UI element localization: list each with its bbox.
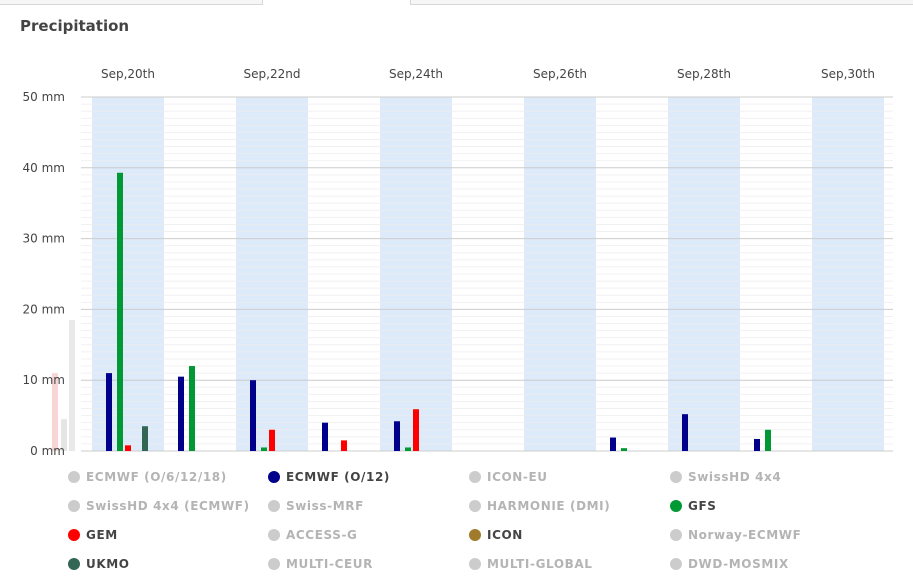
legend-item[interactable]: UKMO bbox=[68, 551, 130, 577]
inactive-series-bar bbox=[61, 419, 67, 451]
bar-gem bbox=[341, 440, 347, 451]
y-axis-labels: 0 mm 10 mm 20 mm 30 mm 40 mm 50 mm bbox=[23, 90, 65, 458]
bar-ecmwf-o-12- bbox=[394, 421, 400, 451]
legend-label: GFS bbox=[688, 499, 717, 513]
bar-gfs bbox=[189, 366, 195, 451]
y-tick-label: 50 mm bbox=[23, 90, 65, 104]
bar-gfs bbox=[117, 172, 123, 452]
bar-gfs bbox=[261, 447, 267, 451]
legend-label: ACCESS-G bbox=[286, 528, 358, 542]
legend-label: ECMWF (O/6/12/18) bbox=[86, 470, 227, 484]
y-tick-label: 30 mm bbox=[23, 232, 65, 246]
legend-item[interactable]: HARMONIE (DMI) bbox=[469, 493, 610, 519]
legend-dot-icon bbox=[670, 529, 682, 541]
legend-label: ECMWF (O/12) bbox=[286, 470, 391, 484]
bar-gem bbox=[269, 429, 275, 451]
inactive-series-bar bbox=[52, 373, 58, 451]
legend-dot-icon bbox=[68, 529, 80, 541]
legend-item[interactable]: ICON-EU bbox=[469, 464, 548, 490]
inactive-series-bar bbox=[69, 320, 75, 451]
y-tick-label: 0 mm bbox=[30, 444, 65, 458]
bar-ecmwf-o-12- bbox=[682, 414, 688, 451]
tab-right[interactable] bbox=[410, 0, 913, 5]
minor-gridlines bbox=[81, 103, 893, 445]
legend-label: Norway-ECMWF bbox=[688, 528, 802, 542]
data-bars bbox=[106, 172, 771, 452]
legend-item[interactable]: ICON bbox=[469, 522, 523, 548]
x-tick-label: Sep,28th bbox=[677, 67, 731, 81]
legend-label: MULTI-CEUR bbox=[286, 557, 373, 571]
y-tick-label: 40 mm bbox=[23, 161, 65, 175]
chart-title: Precipitation bbox=[20, 17, 130, 35]
tab-bar bbox=[0, 0, 913, 6]
tab-left[interactable] bbox=[0, 0, 263, 5]
bar-ecmwf-o-12- bbox=[322, 422, 328, 451]
bar-gem bbox=[125, 445, 131, 451]
legend-item[interactable]: MULTI-CEUR bbox=[268, 551, 373, 577]
bar-gfs bbox=[765, 429, 771, 451]
legend-label: SwissHD 4x4 (ECMWF) bbox=[86, 499, 250, 513]
legend-label: HARMONIE (DMI) bbox=[487, 499, 611, 513]
legend-item[interactable]: ECMWF (O/6/12/18) bbox=[68, 464, 227, 490]
x-tick-label: Sep,20th bbox=[101, 67, 155, 81]
legend-dot-icon bbox=[670, 471, 682, 483]
bar-gem bbox=[413, 409, 419, 451]
bar-ecmwf-o-12- bbox=[250, 380, 256, 451]
x-axis-labels: Sep,20th Sep,22nd Sep,24th Sep,26th Sep,28th… bbox=[101, 67, 875, 81]
legend-dot-icon bbox=[469, 529, 481, 541]
legend-dot-icon bbox=[68, 558, 80, 570]
legend-label: ICON bbox=[487, 528, 523, 542]
legend-label: SwissHD 4x4 bbox=[688, 470, 782, 484]
legend-dot-icon bbox=[268, 471, 280, 483]
x-tick-label: Sep,26th bbox=[533, 67, 587, 81]
legend-dot-icon bbox=[268, 529, 280, 541]
legend-dot-icon bbox=[268, 558, 280, 570]
x-tick-label: Sep,24th bbox=[389, 67, 443, 81]
legend-item[interactable]: GEM bbox=[68, 522, 118, 548]
x-tick-label: Sep,22nd bbox=[244, 67, 301, 81]
legend-item[interactable]: MULTI-GLOBAL bbox=[469, 551, 593, 577]
legend-label: Swiss-MRF bbox=[286, 499, 364, 513]
legend-label: MULTI-GLOBAL bbox=[487, 557, 593, 571]
legend-dot-icon bbox=[469, 558, 481, 570]
legend-dot-icon bbox=[670, 558, 682, 570]
x-tick-label: Sep,30th bbox=[821, 67, 875, 81]
legend-label: UKMO bbox=[86, 557, 130, 571]
legend-label: GEM bbox=[86, 528, 118, 542]
legend-item[interactable]: Norway-ECMWF bbox=[670, 522, 801, 548]
legend-item[interactable]: ACCESS-G bbox=[268, 522, 357, 548]
legend-item[interactable]: DWD-MOSMIX bbox=[670, 551, 789, 577]
bar-ecmwf-o-12- bbox=[610, 437, 616, 451]
legend-item[interactable]: Swiss-MRF bbox=[268, 493, 364, 519]
bar-ukmo bbox=[142, 426, 148, 451]
major-gridlines bbox=[81, 96, 893, 452]
legend-dot-icon bbox=[670, 500, 682, 512]
bar-ecmwf-o-12- bbox=[178, 376, 184, 451]
bar-gfs bbox=[621, 448, 627, 451]
legend-item[interactable]: GFS bbox=[670, 493, 717, 519]
legend-dot-icon bbox=[469, 471, 481, 483]
y-tick-label: 20 mm bbox=[23, 302, 65, 316]
legend-dot-icon bbox=[469, 500, 481, 512]
legend-dot-icon bbox=[68, 500, 80, 512]
bar-ecmwf-o-12- bbox=[754, 438, 760, 451]
legend-item[interactable]: ECMWF (O/12) bbox=[268, 464, 390, 490]
bar-ecmwf-o-12- bbox=[106, 373, 112, 451]
y-tick-label: 10 mm bbox=[23, 373, 65, 387]
legend-label: DWD-MOSMIX bbox=[688, 557, 789, 571]
legend-label: ICON-EU bbox=[487, 470, 548, 484]
legend-item[interactable]: SwissHD 4x4 (ECMWF) bbox=[68, 493, 250, 519]
chart-legend: ECMWF (O/6/12/18) ECMWF (O/12) ICON-EU Swis… bbox=[0, 462, 913, 576]
bar-gfs bbox=[405, 447, 411, 451]
faint-left-bars bbox=[52, 320, 75, 451]
legend-dot-icon bbox=[68, 471, 80, 483]
legend-dot-icon bbox=[268, 500, 280, 512]
legend-item[interactable]: SwissHD 4x4 bbox=[670, 464, 781, 490]
